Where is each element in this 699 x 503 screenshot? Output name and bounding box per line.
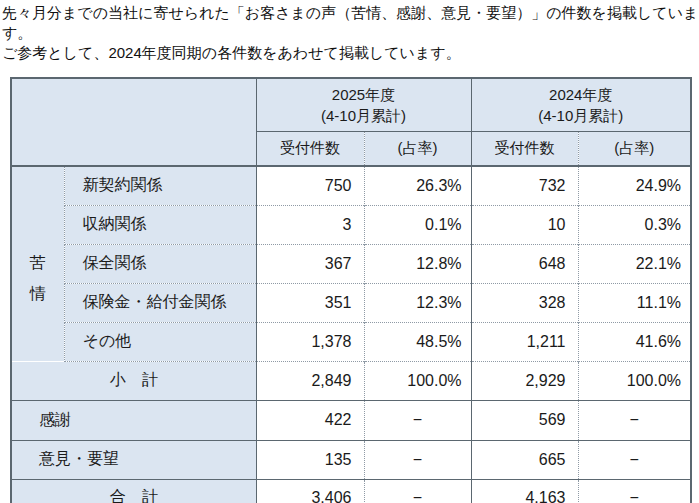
category-label: 保全関係 bbox=[64, 244, 256, 283]
value-cell: 12.8% bbox=[364, 244, 471, 283]
value-cell: 11.1% bbox=[578, 283, 691, 322]
value-cell: − bbox=[364, 479, 471, 503]
value-cell: 351 bbox=[256, 283, 364, 322]
value-cell: − bbox=[364, 400, 471, 440]
year-2025-title: 2025年度 bbox=[257, 84, 471, 105]
value-cell: 24.9% bbox=[578, 166, 691, 205]
opinion-row: 意見・要望 135 − 665 − bbox=[11, 440, 691, 479]
value-cell: 422 bbox=[256, 400, 364, 440]
value-cell: 12.3% bbox=[364, 283, 471, 322]
table-row-hozen: 保全関係 367 12.8% 648 22.1% bbox=[11, 244, 691, 283]
complaint-group-label: 苦 情 bbox=[11, 166, 64, 361]
customer-voice-table: 2025年度 (4-10月累計) 2024年度 (4-10月累計) 受付件数 (… bbox=[10, 77, 692, 503]
value-cell: − bbox=[578, 400, 691, 440]
value-cell: 100.0% bbox=[578, 361, 691, 400]
value-cell: 750 bbox=[256, 166, 364, 205]
year-2024-title: 2024年度 bbox=[472, 84, 691, 105]
col-header-count-2025: 受付件数 bbox=[256, 131, 364, 166]
value-cell: 2,849 bbox=[256, 361, 364, 400]
value-cell: 665 bbox=[471, 440, 578, 479]
col-header-share-2025: (占率) bbox=[364, 131, 471, 166]
table-row-sonota: その他 1,378 48.5% 1,211 41.6% bbox=[11, 322, 691, 361]
opinion-label: 意見・要望 bbox=[11, 440, 256, 479]
subtotal-row: 小 計 2,849 100.0% 2,929 100.0% bbox=[11, 361, 691, 400]
value-cell: 0.3% bbox=[578, 205, 691, 244]
year-2025-subtitle: (4-10月累計) bbox=[257, 105, 471, 126]
corner-cell bbox=[11, 78, 256, 166]
value-cell: 48.5% bbox=[364, 322, 471, 361]
intro-line-1: 先々月分までの当社に寄せられた「お客さまの声（苦情、感謝、意見・要望）」の件数を… bbox=[2, 3, 699, 43]
value-cell: 3,406 bbox=[256, 479, 364, 503]
value-cell: 4,163 bbox=[471, 479, 578, 503]
value-cell: 1,211 bbox=[471, 322, 578, 361]
table-row-shinkeiyaku: 苦 情 新契約関係 750 26.3% 732 24.9% bbox=[11, 166, 691, 205]
value-cell: 100.0% bbox=[364, 361, 471, 400]
value-cell: 135 bbox=[256, 440, 364, 479]
value-cell: 26.3% bbox=[364, 166, 471, 205]
total-label: 合 計 bbox=[11, 479, 256, 503]
category-label: その他 bbox=[64, 322, 256, 361]
year-header-2025: 2025年度 (4-10月累計) bbox=[256, 78, 471, 131]
value-cell: − bbox=[364, 440, 471, 479]
table-row-hokenkin: 保険金・給付金関係 351 12.3% 328 11.1% bbox=[11, 283, 691, 322]
category-label: 新契約関係 bbox=[64, 166, 256, 205]
value-cell: 1,378 bbox=[256, 322, 364, 361]
value-cell: 732 bbox=[471, 166, 578, 205]
value-cell: 22.1% bbox=[578, 244, 691, 283]
subtotal-label: 小 計 bbox=[11, 361, 256, 400]
gratitude-label: 感謝 bbox=[11, 400, 256, 440]
value-cell: 328 bbox=[471, 283, 578, 322]
category-label: 保険金・給付金関係 bbox=[64, 283, 256, 322]
col-header-share-2024: (占率) bbox=[578, 131, 691, 166]
gratitude-row: 感謝 422 − 569 − bbox=[11, 400, 691, 440]
year-2024-subtitle: (4-10月累計) bbox=[472, 105, 691, 126]
value-cell: − bbox=[578, 440, 691, 479]
value-cell: 2,929 bbox=[471, 361, 578, 400]
value-cell: 569 bbox=[471, 400, 578, 440]
table-row-shunou: 収納関係 3 0.1% 10 0.3% bbox=[11, 205, 691, 244]
value-cell: 3 bbox=[256, 205, 364, 244]
year-header-2024: 2024年度 (4-10月累計) bbox=[471, 78, 691, 131]
value-cell: 648 bbox=[471, 244, 578, 283]
intro-text: 先々月分までの当社に寄せられた「お客さまの声（苦情、感謝、意見・要望）」の件数を… bbox=[2, 3, 699, 63]
value-cell: 41.6% bbox=[578, 322, 691, 361]
value-cell: 0.1% bbox=[364, 205, 471, 244]
col-header-count-2024: 受付件数 bbox=[471, 131, 578, 166]
value-cell: 367 bbox=[256, 244, 364, 283]
value-cell: − bbox=[578, 479, 691, 503]
value-cell: 10 bbox=[471, 205, 578, 244]
total-row: 合 計 3,406 − 4,163 − bbox=[11, 479, 691, 503]
category-label: 収納関係 bbox=[64, 205, 256, 244]
intro-line-2: ご参考として、2024年度同期の各件数をあわせて掲載しています。 bbox=[2, 43, 699, 63]
